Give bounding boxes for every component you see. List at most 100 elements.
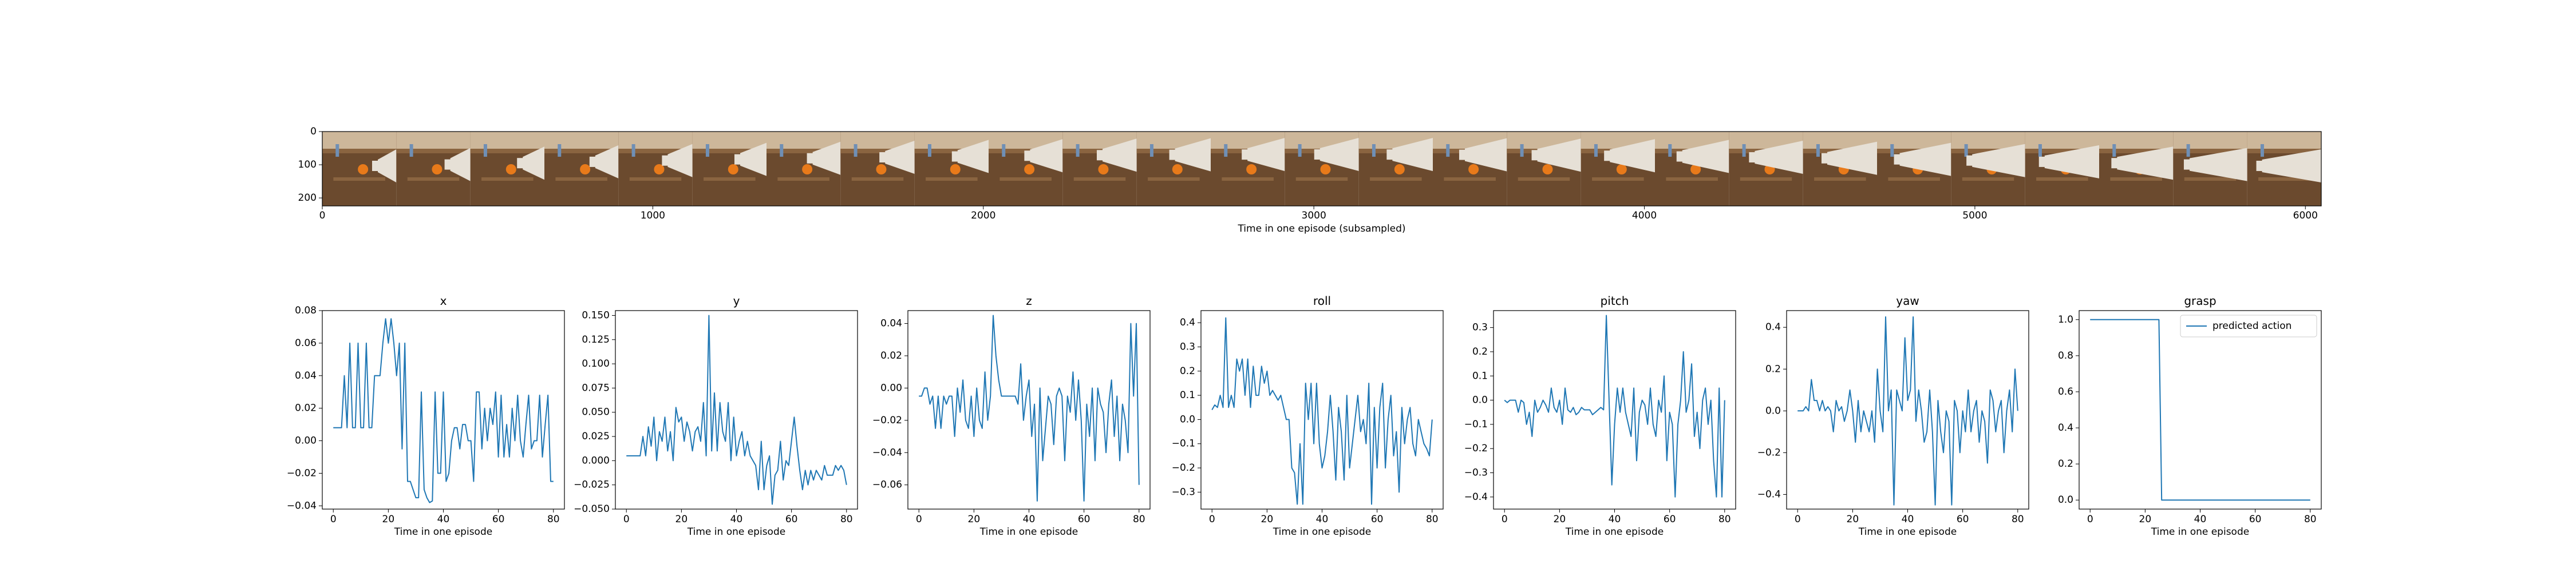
frame-tray-rim — [2173, 149, 2247, 153]
y-tick-label: −0.06 — [872, 479, 902, 491]
frame-tray-ledge — [777, 177, 829, 181]
film-frame — [1877, 132, 1951, 206]
y-tick-label: 0.04 — [880, 318, 902, 329]
x-tick-label: 20 — [1847, 514, 1859, 525]
frame-orange-object — [1690, 164, 1701, 174]
chart-z: z 0 20 40 60 80 −0.06 −0.04 −0.02 0.00 0.02 0.04 Tim… — [872, 294, 1151, 538]
frame-robot-arm — [595, 145, 619, 178]
frame-orange-object — [728, 164, 738, 174]
frame-robot-gripper — [372, 161, 379, 171]
frame-robot-arm — [1319, 138, 1359, 171]
y-tick-label: 0.08 — [295, 305, 317, 316]
y-tick-label: 0.050 — [582, 407, 610, 418]
y-tick-label: 0.00 — [295, 435, 317, 447]
film-frame — [1358, 132, 1433, 206]
film-frame — [470, 132, 544, 206]
y-tick-label: 0.00 — [880, 382, 902, 394]
y-tick-label: 0.4 — [2058, 422, 2073, 434]
series-line — [626, 315, 847, 505]
y-tick-label: 0.04 — [295, 370, 317, 382]
frame-robot-arm — [1972, 144, 2025, 177]
frame-tray-ledge — [1814, 177, 1866, 181]
y-tick-label: 0.0 — [1765, 405, 1781, 416]
x-tick-label: 80 — [547, 514, 560, 525]
frame-robot-arm — [740, 142, 767, 176]
frame-robot-arm — [1755, 141, 1803, 174]
frame-orange-object — [505, 164, 516, 174]
frame-back-wall — [322, 132, 397, 149]
y-tick-label: 0.06 — [295, 337, 317, 349]
frame-robot-gripper — [589, 156, 596, 167]
x-tick-label: 40 — [1609, 514, 1621, 525]
frame-tray-ledge — [1295, 177, 1348, 181]
plot-frame — [1200, 310, 1444, 510]
frame-gripper-marker — [1002, 144, 1006, 157]
frame-tray-ledge — [704, 177, 756, 181]
y-tick-label: 0.150 — [582, 309, 610, 321]
x-tick-label: 6000 — [2293, 210, 2318, 221]
y-tick-label: −0.1 — [1172, 438, 1195, 450]
frame-robot-gripper — [1096, 150, 1104, 161]
y-tick-label: −0.02 — [872, 415, 902, 426]
frame-robot-gripper — [662, 155, 669, 166]
frame-orange-object — [358, 164, 369, 174]
frame-robot-arm — [2189, 148, 2247, 181]
frame-tray-ledge — [1666, 177, 1718, 181]
frame-robot-gripper — [2038, 156, 2046, 167]
y-tick-label: 0.8 — [2058, 350, 2073, 362]
frame-robot-arm — [1392, 138, 1433, 172]
frame-gripper-marker — [1372, 144, 1376, 157]
film-frame — [1655, 132, 1729, 206]
frame-robot-gripper — [1604, 150, 1611, 161]
series-line — [1504, 315, 1725, 498]
frame-gripper-marker — [1224, 144, 1228, 157]
x-tick-label: 40 — [437, 514, 450, 525]
frame-robot-arm — [523, 146, 544, 180]
frame-tray-ledge — [1073, 177, 1126, 181]
film-frame — [1729, 132, 1803, 206]
y-tick-label: 0.2 — [1180, 366, 1195, 377]
frame-robot-arm — [2117, 146, 2174, 180]
frame-robot-arm — [1030, 139, 1063, 173]
frame-robot-gripper — [1169, 149, 1176, 160]
frame-robot-gripper — [1676, 151, 1684, 162]
y-tick-label: 0.4 — [1180, 317, 1195, 328]
chart-x-label: Time in one episode — [687, 526, 785, 538]
y-tick-label: −0.4 — [1757, 488, 1781, 500]
frame-gripper-marker — [2112, 144, 2116, 157]
y-tick-label: 0.0 — [1472, 395, 1488, 406]
chart-x: x 0 20 40 60 80 −0.04 −0.02 0.00 0.02 0.04 0.06 0.08… — [287, 294, 565, 538]
x-tick-label: 60 — [1957, 514, 1969, 525]
frame-gripper-marker — [1520, 144, 1524, 157]
y-tick-label: −0.2 — [1757, 447, 1781, 458]
x-tick-label: 60 — [1371, 514, 1384, 525]
frame-tray-ledge — [851, 177, 904, 181]
x-tick-label: 80 — [840, 514, 853, 525]
frame-robot-arm — [450, 148, 471, 181]
film-frame — [1211, 132, 1285, 206]
film-frame — [544, 132, 619, 206]
frame-gripper-marker — [2260, 144, 2264, 157]
frame-gripper-marker — [409, 144, 413, 157]
x-tick-label: 20 — [1261, 514, 1274, 525]
frame-tray-ledge — [407, 177, 460, 181]
x-tick-label: 40 — [2194, 514, 2207, 525]
frame-robot-gripper — [2256, 161, 2263, 171]
film-frame — [396, 132, 471, 206]
frame-robot-arm — [1464, 138, 1507, 172]
y-tick-label: −0.050 — [574, 503, 610, 515]
y-tick-label: 0.2 — [2058, 458, 2073, 470]
frame-tray-ledge — [1444, 177, 1496, 181]
chart-roll: roll 0 20 40 60 80 −0.3 −0.2 −0.1 0.0 0.1 0.2 0.3 0.4… — [1172, 294, 1444, 538]
x-tick-label: 60 — [2249, 514, 2262, 525]
y-tick-label: −0.1 — [1464, 419, 1488, 430]
x-tick-label: 20 — [1554, 514, 1566, 525]
frame-back-wall — [470, 132, 544, 149]
x-tick-label: 20 — [675, 514, 688, 525]
frame-back-wall — [692, 132, 767, 149]
frame-tray-rim — [544, 149, 619, 153]
film-strip-frame — [322, 131, 2322, 206]
frame-tray-ledge — [999, 177, 1052, 181]
frame-orange-object — [1172, 164, 1183, 174]
series-line — [333, 318, 554, 503]
